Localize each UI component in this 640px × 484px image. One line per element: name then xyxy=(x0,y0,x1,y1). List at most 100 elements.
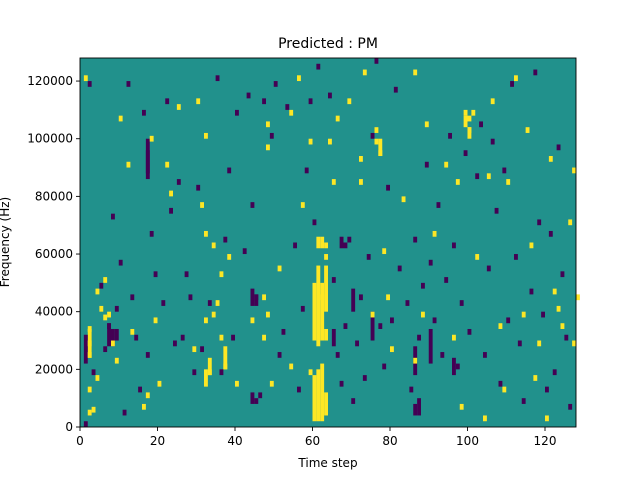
heatmap-cell xyxy=(215,300,220,306)
heatmap-cell xyxy=(254,294,259,301)
heatmap-run xyxy=(378,138,383,157)
heatmap-cell xyxy=(490,98,495,105)
heatmap-run xyxy=(114,328,119,341)
heatmap-cell xyxy=(87,352,92,358)
heatmap-cell xyxy=(467,328,472,335)
heatmap-run xyxy=(145,138,150,174)
heatmap-cell xyxy=(486,173,491,180)
heatmap-cell xyxy=(556,144,561,151)
heatmap-cell xyxy=(223,363,228,370)
heatmap-cell xyxy=(413,357,418,364)
heatmap-cell xyxy=(103,346,108,353)
heatmap-cell xyxy=(289,363,294,370)
heatmap-cell xyxy=(467,115,472,122)
heatmap-cell xyxy=(242,248,247,255)
heatmap-cell xyxy=(331,277,336,283)
heatmap-cell xyxy=(153,271,158,278)
heatmap-cell xyxy=(215,75,220,82)
heatmap-cell xyxy=(91,369,96,376)
heatmap-cell xyxy=(436,202,441,208)
heatmap-cell xyxy=(165,161,170,168)
heatmap-cell xyxy=(176,179,181,185)
heatmap-cell xyxy=(308,98,313,105)
heatmap-cell xyxy=(572,167,576,174)
heatmap-cell xyxy=(514,254,518,260)
heatmap-cell xyxy=(432,317,437,324)
heatmap-cell xyxy=(537,340,542,347)
heatmap-cell xyxy=(498,323,503,329)
heatmap-cell xyxy=(397,265,402,272)
chart-title: Predicted : PM xyxy=(278,36,378,52)
heatmap-cell xyxy=(405,300,410,306)
heatmap-cell xyxy=(552,288,557,295)
heatmap-cell xyxy=(510,81,514,87)
y-tick-label: 80000 xyxy=(35,189,73,203)
heatmap-cell xyxy=(250,317,255,324)
heatmap-run xyxy=(111,328,115,347)
heatmap-cell xyxy=(161,300,166,306)
heatmap-cell xyxy=(99,305,104,312)
heatmap-cell xyxy=(293,242,297,249)
heatmap-cell xyxy=(347,236,352,243)
x-tick-label: 80 xyxy=(382,434,397,448)
heatmap-cell xyxy=(486,265,491,272)
heatmap-cell xyxy=(266,121,270,128)
heatmap-cell xyxy=(479,121,483,128)
heatmap-cell xyxy=(428,259,433,266)
heatmap-cell xyxy=(269,380,274,387)
heatmap-cell xyxy=(328,92,332,99)
heatmap-cell xyxy=(227,254,232,260)
heatmap-cell xyxy=(390,317,394,324)
heatmap-cell xyxy=(556,305,561,312)
heatmap-cell xyxy=(521,398,526,404)
heatmap-run xyxy=(320,236,325,249)
heatmap-cell xyxy=(541,311,545,318)
heatmap-run xyxy=(250,288,255,306)
heatmap-cell xyxy=(382,248,387,255)
heatmap-cell xyxy=(200,346,204,353)
x-axis: 0 20 40 60 80 100 120 xyxy=(76,427,556,448)
heatmap-run xyxy=(339,236,344,249)
heatmap-cell xyxy=(448,132,452,139)
heatmap-cell xyxy=(83,421,88,427)
x-tick-label: 20 xyxy=(150,434,165,448)
heatmap-cell xyxy=(184,271,189,278)
heatmap-run xyxy=(463,115,468,128)
heatmap-cell xyxy=(204,132,208,139)
heatmap-cell xyxy=(424,161,429,168)
heatmap-cell xyxy=(355,340,359,347)
heatmap-cell xyxy=(219,271,224,278)
heatmap-cell xyxy=(506,317,511,324)
heatmap-cell xyxy=(401,196,406,203)
heatmap-cell xyxy=(266,311,270,318)
heatmap-cell xyxy=(362,69,367,76)
heatmap-cell xyxy=(169,190,173,197)
heatmap-cell xyxy=(87,326,92,332)
heatmap-cell xyxy=(142,109,146,116)
heatmap-cell xyxy=(273,81,278,87)
x-tick-label: 40 xyxy=(227,434,242,448)
heatmap-run xyxy=(417,398,421,416)
heatmap-cell xyxy=(149,230,154,237)
heatmap-cell xyxy=(114,357,119,364)
heatmap-cell xyxy=(126,161,131,168)
heatmap-cell xyxy=(285,104,290,110)
y-tick-label: 100000 xyxy=(27,132,73,146)
heatmap-run xyxy=(331,328,336,347)
heatmap-cell xyxy=(87,340,92,347)
x-tick-label: 0 xyxy=(76,434,84,448)
heatmap-cell xyxy=(502,386,507,393)
heatmap-cell xyxy=(207,300,212,306)
heatmap-cell xyxy=(529,242,534,249)
heatmap-cell xyxy=(180,334,185,341)
heatmap-cell xyxy=(452,242,456,249)
heatmap-cell xyxy=(153,317,158,324)
heatmap-cell xyxy=(83,75,88,82)
heatmap-cell xyxy=(424,121,429,128)
heatmap-cell xyxy=(359,179,363,185)
heatmap-cell xyxy=(440,352,445,358)
heatmap-cell xyxy=(134,334,139,341)
heatmap-cell xyxy=(467,127,472,133)
heatmap-plot-area xyxy=(79,57,580,428)
heatmap-cell xyxy=(328,138,332,145)
